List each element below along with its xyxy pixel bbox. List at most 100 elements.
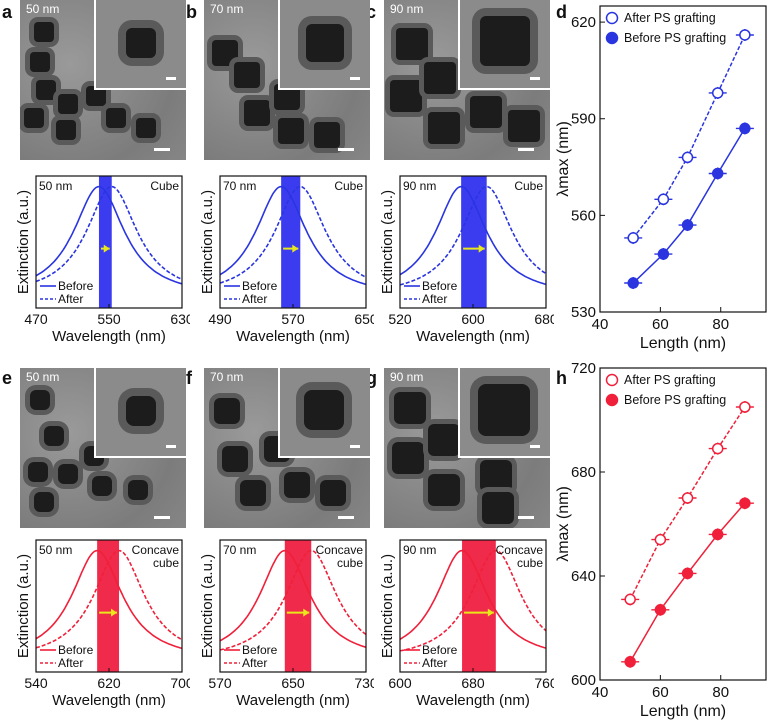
x-axis-label: Wavelength (nm) xyxy=(416,328,530,345)
before-point xyxy=(627,277,639,289)
after-curve xyxy=(399,549,547,652)
y-tick-label: 720 xyxy=(571,362,596,377)
shape-label: Concave xyxy=(316,543,364,557)
y-axis-label: Extinction (a.u.) xyxy=(199,554,216,658)
shift-band xyxy=(98,176,112,308)
x-tick-label: 60 xyxy=(652,316,669,333)
shape-label: Cube xyxy=(514,179,543,193)
tem-image-f: 70 nm xyxy=(204,368,370,528)
shape-label: Concave xyxy=(496,543,544,557)
legend-marker xyxy=(605,11,619,25)
before-point xyxy=(739,122,751,135)
y-axis-label: Extinction (a.u.) xyxy=(15,554,32,658)
x-tick-label: 600 xyxy=(461,311,485,327)
scale-bar xyxy=(338,516,354,519)
panel-label-e: e xyxy=(2,368,13,388)
x-tick-label: 620 xyxy=(97,675,121,691)
y-axis-label: λmax (nm) xyxy=(555,486,572,562)
after-curve xyxy=(35,185,183,283)
shape-label: Cube xyxy=(150,179,179,193)
after-point xyxy=(711,442,724,455)
plot-frame xyxy=(599,367,767,681)
x-tick-label: 40 xyxy=(592,316,609,333)
tem-size-label: 50 nm xyxy=(26,2,60,16)
tem-size-label: 90 nm xyxy=(390,2,424,16)
legend-before-label: Before xyxy=(422,279,458,293)
legend-label: After PS grafting xyxy=(624,373,716,387)
legend-after-label: After xyxy=(422,292,447,306)
legend-before-label: Before xyxy=(58,643,94,657)
tem-inset-a xyxy=(94,0,186,90)
legend-after-label: After xyxy=(422,656,447,670)
y-tick-label: 600 xyxy=(571,672,596,689)
tem-image-c: 90 nm xyxy=(384,0,550,160)
before-fit-line xyxy=(629,502,746,663)
before-point xyxy=(739,497,751,509)
x-tick-label: 730 xyxy=(354,675,374,691)
before-fit-line xyxy=(632,128,746,284)
shape-label: cube xyxy=(517,556,543,570)
panel-label-h: h xyxy=(556,368,567,388)
after-point xyxy=(624,593,636,606)
after-point xyxy=(739,401,751,413)
y-tick-label: 530 xyxy=(571,304,596,321)
after-fit-line xyxy=(632,34,746,239)
after-point xyxy=(627,232,639,244)
before-point xyxy=(657,248,670,260)
tem-size-label: 50 nm xyxy=(26,370,60,384)
panel-label-c: c xyxy=(366,2,377,22)
x-tick-label: 550 xyxy=(97,311,121,327)
x-tick-label: 650 xyxy=(354,311,374,327)
before-point xyxy=(624,656,636,668)
shift-arrow-head xyxy=(111,608,118,617)
legend-marker xyxy=(605,31,619,45)
x-tick-label: 40 xyxy=(592,684,609,701)
legend-after-label: After xyxy=(58,656,83,670)
legend-after-label: After xyxy=(242,292,267,306)
x-tick-label: 700 xyxy=(170,675,190,691)
panel-label-d: d xyxy=(556,2,567,22)
tem-size-label: 70 nm xyxy=(210,370,244,384)
size-label: 90 nm xyxy=(403,543,436,557)
shift-arrow-head xyxy=(487,608,494,617)
y-tick-label: 640 xyxy=(571,568,596,585)
x-tick-label: 570 xyxy=(208,675,232,691)
tem-size-label: 90 nm xyxy=(390,370,424,384)
y-axis-label: λmax (nm) xyxy=(555,121,572,197)
size-label: 90 nm xyxy=(403,179,436,193)
after-curve xyxy=(35,549,183,649)
after-point xyxy=(739,29,751,41)
legend-before-label: Before xyxy=(242,279,278,293)
after-point xyxy=(654,533,667,546)
tem-inset-e xyxy=(94,368,186,458)
y-axis-label: Extinction (a.u.) xyxy=(379,554,396,658)
x-tick-label: 600 xyxy=(388,675,412,691)
panel-label-g: g xyxy=(366,368,377,388)
x-tick-label: 540 xyxy=(24,675,48,691)
size-label: 50 nm xyxy=(39,543,72,557)
plot-frame xyxy=(599,5,767,313)
scale-bar xyxy=(518,516,534,519)
tem-inset-b xyxy=(278,0,370,90)
shape-label: Concave xyxy=(132,543,180,557)
y-tick-label: 680 xyxy=(571,464,596,481)
shape-label: Cube xyxy=(334,179,363,193)
after-curve xyxy=(399,185,547,286)
x-tick-label: 490 xyxy=(208,311,232,327)
shift-band xyxy=(97,540,120,672)
y-tick-label: 590 xyxy=(571,111,596,128)
panel-label-f: f xyxy=(186,368,192,388)
y-tick-label: 620 xyxy=(571,14,596,31)
chart-h: 40 60 80 600 640 680 720 Length (nm) λmax (nm) Af… xyxy=(555,362,767,720)
before-point xyxy=(654,604,667,616)
x-tick-label: 570 xyxy=(281,311,305,327)
after-point xyxy=(681,492,694,504)
scale-bar xyxy=(154,148,170,151)
x-tick-label: 80 xyxy=(712,684,729,701)
x-tick-label: 520 xyxy=(388,311,412,327)
tem-image-e: 50 nm xyxy=(20,368,186,528)
before-curve xyxy=(399,185,547,286)
